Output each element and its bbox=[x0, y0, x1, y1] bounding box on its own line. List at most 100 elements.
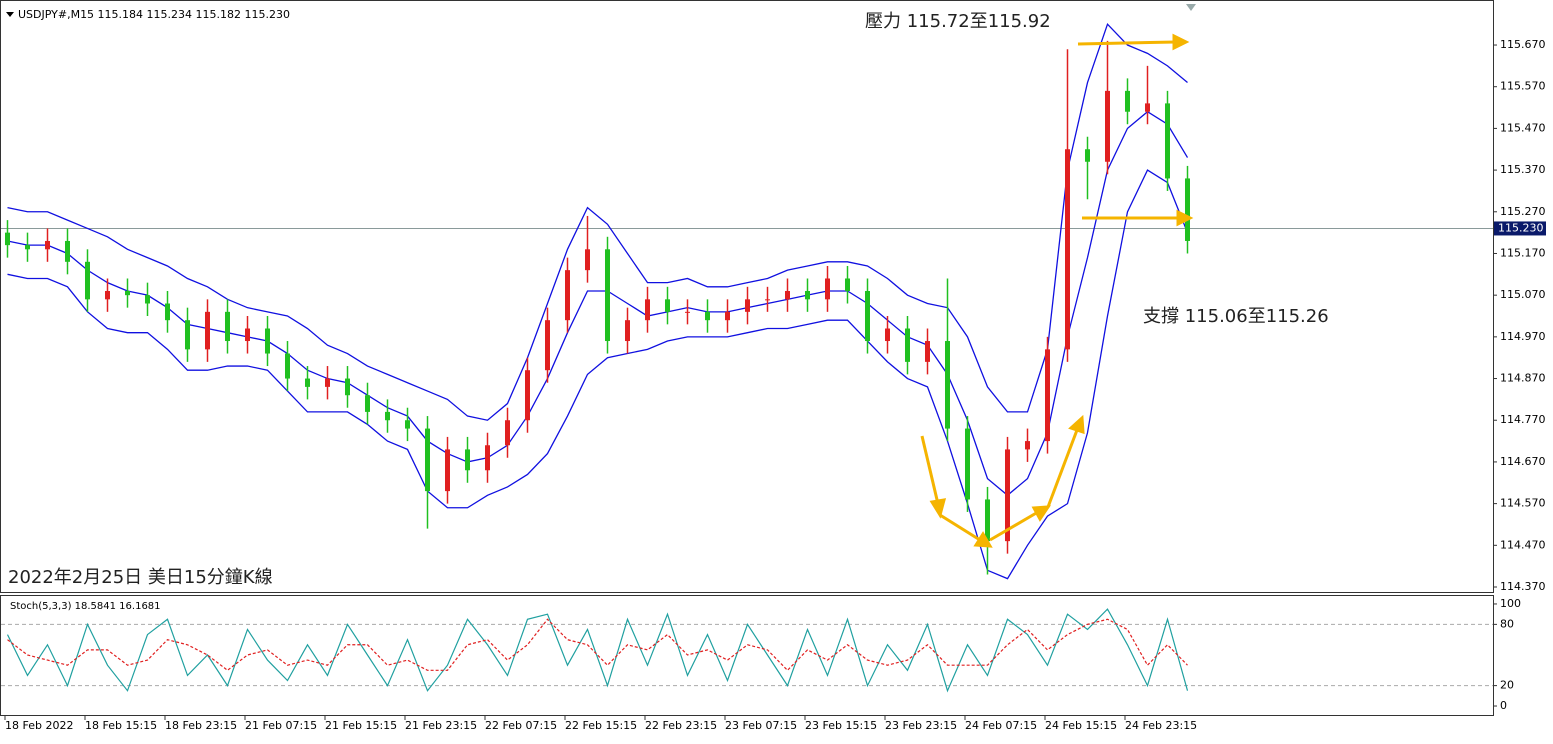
candle-body bbox=[245, 328, 250, 342]
candle-body bbox=[205, 311, 210, 350]
y-tick-label: 114.670 bbox=[1500, 455, 1546, 468]
candle-body bbox=[1105, 90, 1110, 162]
candle-body bbox=[765, 299, 770, 301]
arrow bbox=[939, 513, 981, 542]
candle-body bbox=[345, 378, 350, 396]
candle-body bbox=[1165, 103, 1170, 179]
bollinger-band bbox=[7, 169, 1189, 580]
candle-body bbox=[5, 232, 10, 246]
candle-body bbox=[945, 341, 950, 429]
current-price-label: 115.230 bbox=[1498, 221, 1544, 234]
x-tick-label: 24 Feb 15:15 bbox=[1045, 719, 1117, 732]
candle-body bbox=[825, 278, 830, 300]
bollinger-band bbox=[7, 110, 1189, 497]
candle-body bbox=[145, 295, 150, 304]
candle-body bbox=[805, 290, 810, 300]
header: USDJPY#,M15 115.184 115.234 115.182 115.… bbox=[18, 8, 290, 21]
candle-body bbox=[225, 311, 230, 342]
candle-body bbox=[965, 428, 970, 500]
x-tick-label: 18 Feb 2022 bbox=[5, 719, 73, 732]
y-tick-label: 115.470 bbox=[1500, 121, 1546, 134]
candle-body bbox=[265, 328, 270, 354]
candle-body bbox=[865, 290, 870, 342]
annotation: 壓力 115.72至115.92 bbox=[865, 11, 1051, 32]
candle-body bbox=[405, 420, 410, 429]
x-tick-label: 24 Feb 23:15 bbox=[1125, 719, 1197, 732]
candle-body bbox=[485, 445, 490, 471]
x-tick-label: 23 Feb 23:15 bbox=[885, 719, 957, 732]
x-tick-label: 18 Feb 23:15 bbox=[165, 719, 237, 732]
candle-body bbox=[705, 311, 710, 321]
candle-body bbox=[845, 278, 850, 291]
x-tick-label: 22 Feb 07:15 bbox=[485, 719, 557, 732]
annotation-arrows bbox=[920, 33, 1194, 548]
candle-body bbox=[1025, 441, 1030, 450]
y-tick-label: 114.970 bbox=[1500, 330, 1546, 343]
candle-body bbox=[45, 240, 50, 250]
candle-body bbox=[445, 449, 450, 492]
x-tick-label: 22 Feb 23:15 bbox=[645, 719, 717, 732]
y-tick-label: 80 bbox=[1500, 617, 1514, 630]
y-tick-label: 115.570 bbox=[1500, 80, 1546, 93]
candle-body bbox=[745, 299, 750, 312]
arrow-head bbox=[1172, 33, 1190, 51]
candle-body bbox=[85, 261, 90, 300]
x-tick-label: 21 Feb 23:15 bbox=[405, 719, 477, 732]
candle-body bbox=[785, 290, 790, 300]
y-tick-label: 115.170 bbox=[1500, 246, 1546, 259]
x-tick-label: 24 Feb 07:15 bbox=[965, 719, 1037, 732]
stoch-line bbox=[6, 608, 1189, 693]
arrow-head bbox=[929, 498, 947, 519]
y-tick-label: 100 bbox=[1500, 597, 1521, 610]
candle-body bbox=[925, 341, 930, 362]
header-icon bbox=[6, 12, 14, 17]
arrow bbox=[1077, 40, 1177, 46]
x-tick-label: 21 Feb 07:15 bbox=[245, 719, 317, 732]
y-tick-label: 20 bbox=[1500, 679, 1514, 692]
arrow-head bbox=[973, 531, 993, 548]
candle-body bbox=[605, 249, 610, 342]
y-tick-label: 115.670 bbox=[1500, 38, 1546, 51]
y-tick-label: 114.870 bbox=[1500, 372, 1546, 385]
candle-body bbox=[305, 378, 310, 387]
x-tick-label: 22 Feb 15:15 bbox=[565, 719, 637, 732]
bollinger-band bbox=[7, 22, 1188, 421]
candle-body bbox=[365, 395, 370, 412]
marker bbox=[1186, 4, 1196, 11]
y-tick-label: 115.070 bbox=[1500, 288, 1546, 301]
candle-body bbox=[425, 428, 430, 492]
candle-body bbox=[505, 420, 510, 446]
candle-body bbox=[665, 299, 670, 312]
y-tick-label: 114.470 bbox=[1500, 538, 1546, 551]
candle-body bbox=[585, 249, 590, 271]
arrow bbox=[1046, 429, 1079, 508]
candle-body bbox=[905, 328, 910, 362]
stoch-line bbox=[7, 618, 1188, 672]
y-tick-label: 115.270 bbox=[1500, 205, 1546, 218]
x-tick-label: 18 Feb 15:15 bbox=[85, 719, 157, 732]
arrow bbox=[920, 435, 940, 505]
annotation: 支撐 115.06至115.26 bbox=[1143, 306, 1329, 327]
chart-title: 2022年2月25日 美日15分鐘K線 bbox=[8, 567, 273, 588]
arrow-head bbox=[1031, 505, 1051, 522]
candle-body bbox=[1185, 178, 1190, 241]
y-tick-label: 0 bbox=[1500, 699, 1507, 712]
candle-body bbox=[285, 353, 290, 379]
candle-body bbox=[1065, 149, 1070, 350]
candle-body bbox=[725, 311, 730, 321]
candle-body bbox=[125, 290, 130, 296]
candle-body bbox=[565, 270, 570, 321]
candle-body bbox=[525, 370, 530, 421]
arrow bbox=[989, 510, 1039, 542]
candle-body bbox=[1045, 349, 1050, 442]
candle-body bbox=[985, 499, 990, 542]
indicator-title: Stoch(5,3,3) 18.5841 16.1681 bbox=[10, 601, 161, 612]
y-tick-label: 114.570 bbox=[1500, 497, 1546, 510]
x-tick-label: 21 Feb 15:15 bbox=[325, 719, 397, 732]
candle-body bbox=[105, 290, 110, 300]
candle-body bbox=[645, 299, 650, 321]
candle-body bbox=[325, 378, 330, 387]
price-panel bbox=[0, 0, 1494, 593]
